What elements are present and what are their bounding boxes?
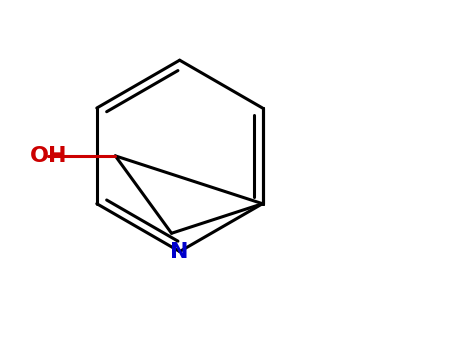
Text: OH: OH [30,146,67,166]
Text: N: N [171,241,189,261]
